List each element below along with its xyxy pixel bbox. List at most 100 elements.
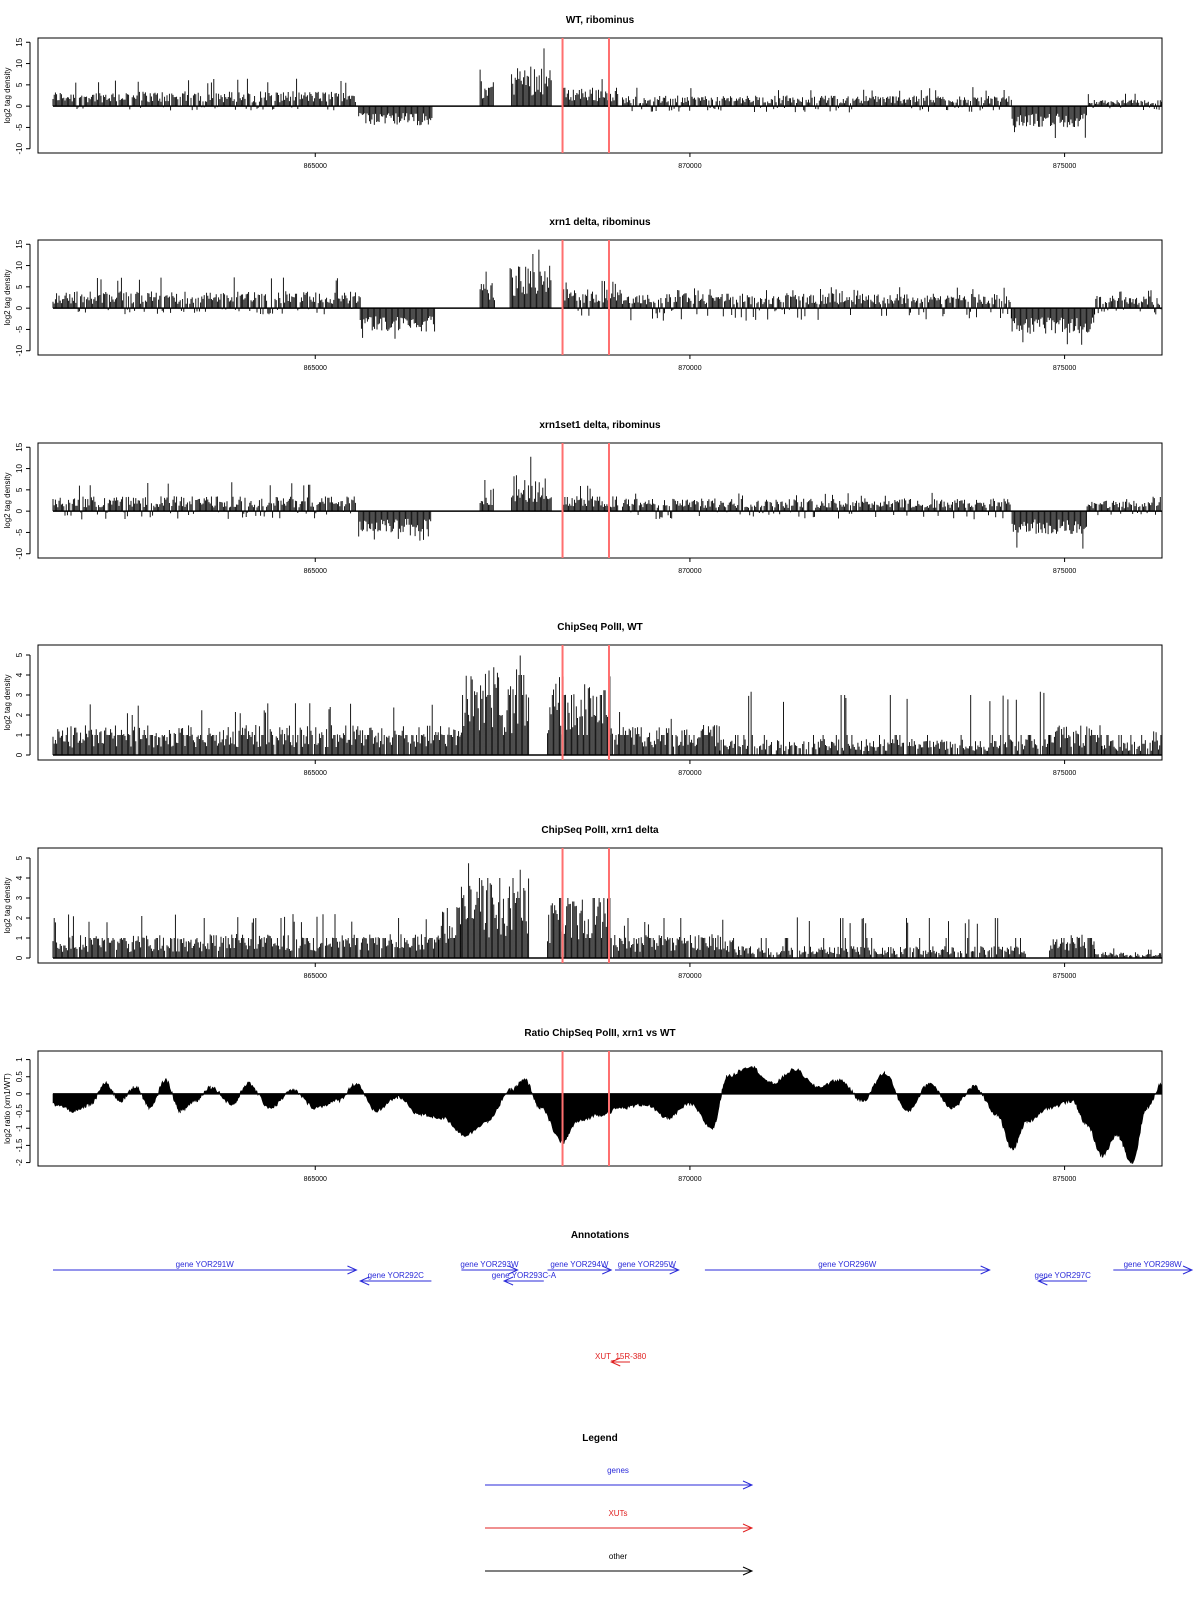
gene-label: gene YOR293W	[460, 1260, 519, 1269]
gene-arrow: gene YOR296W	[704, 1260, 991, 1275]
gene-label: gene YOR291W	[176, 1260, 235, 1269]
plot-frame	[37, 1050, 1163, 1167]
x-tick-label: 875000	[1053, 973, 1076, 980]
x-tick-label: 870000	[678, 973, 701, 980]
y-axis-label: log2 tag density	[3, 472, 12, 528]
arrow-head	[1182, 1265, 1194, 1275]
y-tick-label: -10	[15, 142, 24, 154]
xut-arrow: XUT_15R-380	[595, 1352, 647, 1367]
arrow-head	[742, 1523, 754, 1533]
x-tick-label: 865000	[304, 568, 327, 575]
plot-frame	[37, 37, 1163, 154]
y-tick-label: 0	[15, 305, 24, 310]
gene-label: gene YOR298W	[1124, 1260, 1183, 1269]
plot-frame	[37, 644, 1163, 761]
chart-panel-5: ChipSeq PolII, xrn1 delta 5 4 3 2 1 0 log2 tag …	[3, 825, 1163, 980]
y-tick-label: 4	[15, 672, 24, 677]
ratio-area	[52, 1065, 1163, 1164]
y-axis-label: log2 tag density	[3, 67, 12, 123]
y-tick-label: 0	[15, 955, 24, 960]
plot-frame	[37, 442, 1163, 559]
chart-title: ChipSeq PolII, WT	[557, 622, 643, 633]
y-tick-label: 1	[15, 732, 24, 737]
chart-panel-1: WT, ribominus 15 10 5 0 -5 -10 log2 tag density…	[3, 15, 1163, 170]
arrow-head	[669, 1265, 680, 1275]
gene-arrow: gene YOR291W	[52, 1260, 358, 1275]
x-tick-label: 875000	[1053, 770, 1076, 777]
x-tick-label: 865000	[304, 365, 327, 372]
plot-frame	[37, 239, 1163, 356]
gene-label: gene YOR292C	[368, 1271, 425, 1280]
y-tick-label: 5	[15, 487, 24, 492]
arrow-head	[742, 1566, 754, 1576]
plot-frame	[37, 847, 1163, 964]
y-tick-label: 0	[15, 103, 24, 108]
y-tick-label: 15	[15, 37, 24, 46]
legend-title: Legend	[582, 1433, 618, 1444]
xut-label: XUT_15R-380	[595, 1352, 647, 1361]
x-tick-label: 875000	[1053, 1176, 1076, 1183]
y-tick-label: 10	[15, 59, 24, 68]
y-tick-label: 15	[15, 239, 24, 248]
x-tick-label: 865000	[304, 1176, 327, 1183]
y-tick-label: 3	[15, 692, 24, 697]
signal-bars	[52, 655, 1162, 755]
y-tick-label: -5	[15, 528, 24, 536]
y-tick-label: 15	[15, 442, 24, 451]
y-tick-label: 5	[15, 284, 24, 289]
y-tick-label: -5	[15, 325, 24, 333]
x-tick-label: 875000	[1053, 568, 1076, 575]
y-tick-label: 0.5	[15, 1071, 24, 1083]
y-tick-label: 2	[15, 712, 24, 717]
arrow-head	[508, 1265, 519, 1275]
chart-title: WT, ribominus	[566, 15, 635, 26]
y-tick-label: 1	[15, 1057, 24, 1062]
gene-arrow: gene YOR293W	[460, 1260, 519, 1275]
chart-title: Ratio ChipSeq PolII, xrn1 vs WT	[524, 1028, 675, 1039]
arrow-head	[358, 1276, 370, 1286]
y-tick-label: -0.5	[15, 1104, 24, 1118]
y-tick-label: 5	[15, 82, 24, 87]
arrow-head	[1037, 1276, 1048, 1286]
gene-label: gene YOR297C	[1035, 1271, 1092, 1280]
chart-panel-3: xrn1set1 delta, ribominus 15 10 5 0 -5 -10 log2…	[3, 420, 1163, 575]
chart-panel-6: Ratio ChipSeq PolII, xrn1 vs WT 1 0.5 0 -0.5…	[3, 1028, 1163, 1183]
y-tick-label: 1	[15, 935, 24, 940]
gene-label: gene YOR296W	[818, 1260, 877, 1269]
signal-bars	[52, 863, 1163, 958]
legend-label: genes	[607, 1466, 629, 1475]
chart-panel-4: ChipSeq PolII, WT 5 4 3 2 1 0 log2 tag density 8…	[3, 622, 1163, 777]
y-tick-label: 0	[15, 752, 24, 757]
signal-bars	[52, 48, 1162, 138]
y-axis-label: log2 tag density	[3, 674, 12, 730]
x-tick-label: 870000	[678, 163, 701, 170]
y-axis-label: log2 ratio (xrn1/WT)	[3, 1073, 12, 1144]
arrow-head	[610, 1357, 621, 1367]
x-tick-label: 865000	[304, 770, 327, 777]
y-tick-label: -1	[15, 1124, 24, 1132]
y-tick-label: 3	[15, 895, 24, 900]
y-tick-label: -10	[15, 547, 24, 559]
y-tick-label: -1.5	[15, 1138, 24, 1152]
gene-arrow: gene YOR294W	[547, 1260, 613, 1275]
arrow-head	[980, 1265, 991, 1275]
arrow-head	[602, 1265, 613, 1275]
y-tick-label: -2	[15, 1158, 24, 1166]
gene-arrow: gene YOR297C	[1035, 1271, 1092, 1286]
legend-item-other: other	[485, 1552, 754, 1576]
annotations-track: Annotations gene YOR291W gene YOR292C gene …	[52, 1230, 1194, 1367]
chart-title: xrn1 delta, ribominus	[549, 217, 651, 228]
y-tick-label: 5	[15, 652, 24, 657]
arrow-head	[347, 1265, 358, 1275]
legend-item-XUTs: XUTs	[485, 1509, 754, 1533]
y-tick-label: -5	[15, 123, 24, 131]
legend-item-genes: genes	[485, 1466, 754, 1490]
x-tick-label: 875000	[1053, 163, 1076, 170]
gene-arrow: gene YOR293C-A	[492, 1271, 557, 1286]
gene-arrow: gene YOR292C	[358, 1271, 432, 1286]
y-tick-label: 4	[15, 875, 24, 880]
x-tick-label: 870000	[678, 568, 701, 575]
signal-bars	[52, 456, 1162, 549]
annotations-title: Annotations	[571, 1230, 630, 1241]
